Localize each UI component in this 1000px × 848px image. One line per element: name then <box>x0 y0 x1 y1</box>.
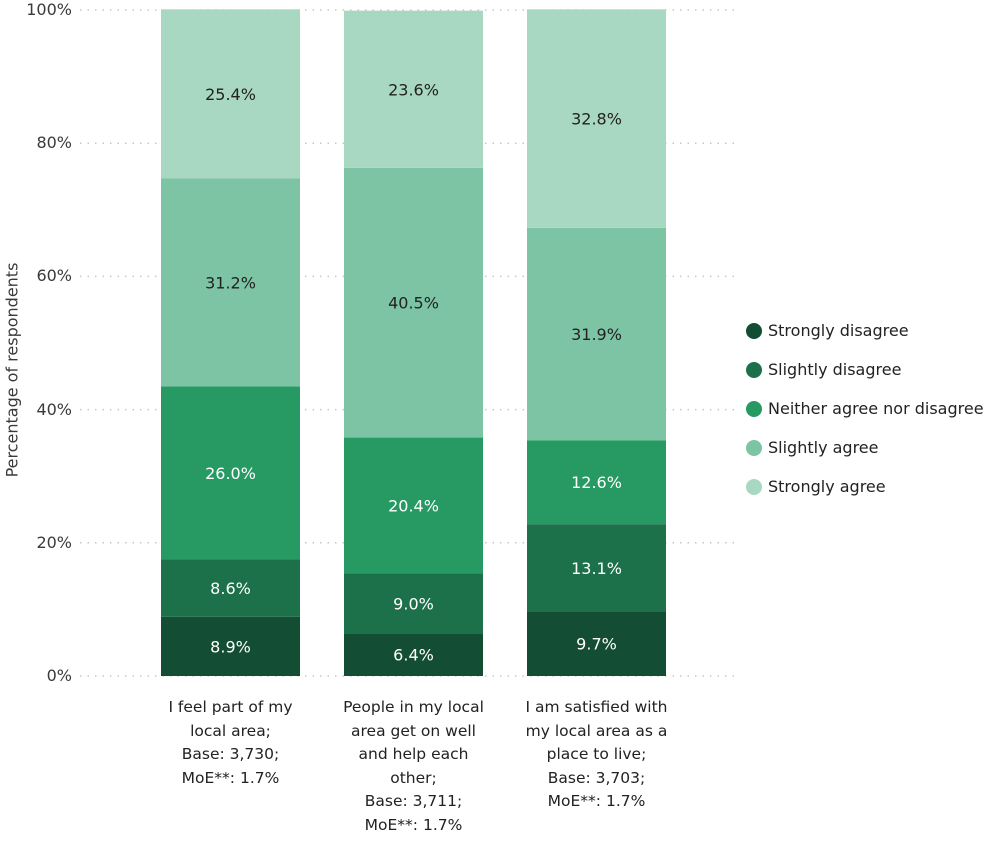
legend-label: Strongly agree <box>768 477 886 496</box>
legend-swatch <box>746 439 762 456</box>
bar-segment <box>527 524 666 612</box>
legend-item: Slightly agree <box>746 428 984 467</box>
x-category-label: I am satisfied with my local area as a pla… <box>525 698 668 810</box>
legend-label: Neither agree nor disagree <box>768 399 984 418</box>
bar-segment <box>161 386 300 560</box>
x-category-label: I feel part of my local area; Base: 3,730;… <box>168 698 293 787</box>
bar-segment <box>161 559 300 617</box>
bar-segment <box>527 227 666 441</box>
bar-segment <box>161 616 300 676</box>
y-tick-label: 100% <box>26 0 72 19</box>
data-label: 25.4% <box>205 85 256 104</box>
y-tick-label: 40% <box>36 399 72 419</box>
data-label: 20.4% <box>388 497 439 516</box>
data-label: 12.6% <box>571 473 622 492</box>
legend-swatch <box>746 322 762 339</box>
legend-swatch <box>746 400 762 417</box>
chart-legend: Strongly disagree Slightly disagree Neithe… <box>746 311 984 506</box>
data-label: 8.6% <box>210 579 251 598</box>
y-tick-label: 20% <box>36 532 72 552</box>
data-label: 32.8% <box>571 110 622 129</box>
legend-item: Slightly disagree <box>746 350 984 389</box>
bar-segment <box>344 573 483 634</box>
bar-segment <box>344 167 483 438</box>
legend-swatch <box>746 361 762 378</box>
bar-segment <box>344 437 483 574</box>
bar-segment <box>527 611 666 676</box>
y-tick-label: 60% <box>36 266 72 286</box>
bar-segment <box>527 9 666 228</box>
y-tick-label: 0% <box>46 666 72 685</box>
data-label: 13.1% <box>571 559 622 578</box>
bar-segment <box>527 440 666 525</box>
data-label: 9.0% <box>393 594 434 613</box>
bar-segment <box>344 10 483 168</box>
data-label: 23.6% <box>388 80 439 99</box>
data-label: 40.5% <box>388 294 439 313</box>
data-label: 26.0% <box>205 464 256 483</box>
legend-item: Strongly agree <box>746 467 984 506</box>
y-axis-title: Percentage of respondents <box>2 262 22 478</box>
y-tick-label: 80% <box>36 133 72 153</box>
data-label: 6.4% <box>393 646 434 665</box>
legend-item: Neither agree nor disagree <box>746 389 984 428</box>
legend-item: Strongly disagree <box>746 311 984 350</box>
data-label: 31.9% <box>571 325 622 344</box>
data-label: 31.2% <box>205 273 256 292</box>
data-label: 9.7% <box>576 635 617 654</box>
data-label: 8.9% <box>210 637 251 656</box>
bar-segment <box>161 178 300 387</box>
legend-label: Slightly agree <box>768 438 879 457</box>
bar-segment <box>161 9 300 179</box>
legend-label: Strongly disagree <box>768 321 909 340</box>
bar-segment <box>344 633 483 676</box>
x-category-label: People in my local area get on well and he… <box>343 698 484 834</box>
legend-swatch <box>746 478 762 495</box>
legend-label: Slightly disagree <box>768 360 902 379</box>
